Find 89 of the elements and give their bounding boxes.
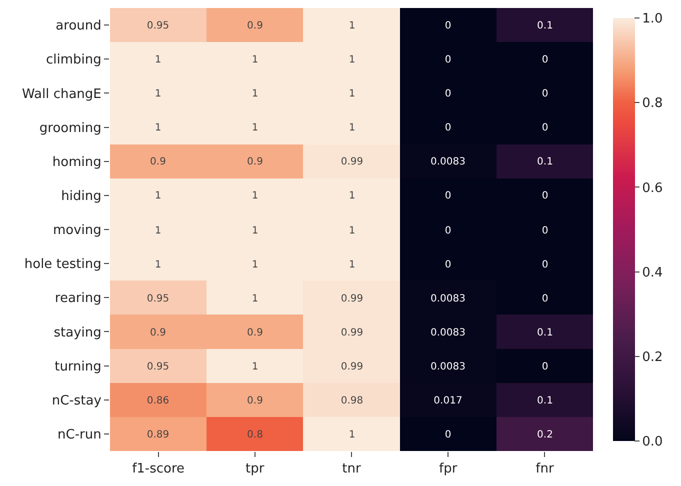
data-label: 1 <box>348 226 356 236</box>
data-label: 1 <box>252 88 258 100</box>
color-bar-label: 0.4 <box>642 265 663 280</box>
data-label: 0.0083 <box>430 294 466 304</box>
data-label: 1 <box>154 54 162 66</box>
color-bar-label: 0.2 <box>642 350 663 365</box>
data-label: 1 <box>252 54 258 66</box>
y-tick-label: homing <box>52 154 102 170</box>
y-tick-label: climbing <box>46 52 102 68</box>
data-label: 0.9 <box>150 328 166 338</box>
data-label: 0.9 <box>150 156 166 168</box>
data-label: 1 <box>348 54 356 66</box>
data-label: 0 <box>444 20 452 32</box>
data-label: 0.98 <box>340 396 364 406</box>
data-label: 0 <box>444 226 452 236</box>
y-tick-label: nC-stay <box>52 393 102 408</box>
data-label: 0.99 <box>340 156 364 168</box>
y-tick-label: hiding <box>61 188 102 204</box>
data-label: 0 <box>444 54 452 66</box>
data-label: 0 <box>444 88 452 100</box>
x-tick-label: fpr <box>439 462 458 477</box>
data-label: 0 <box>542 362 548 372</box>
y-tick-label: staying <box>54 325 102 340</box>
data-label: 1 <box>348 122 356 134</box>
y-tick-label: Wall changE <box>22 86 102 102</box>
data-label: 0.9 <box>247 156 263 168</box>
data-label: 1 <box>348 260 356 270</box>
data-label: 1 <box>252 122 258 134</box>
data-label: 0.9 <box>247 396 263 406</box>
data-label: 0.017 <box>434 396 462 406</box>
data-label: 0 <box>542 54 548 66</box>
data-label: 1 <box>348 430 356 440</box>
data-label: 0 <box>542 190 548 202</box>
data-label: 1 <box>252 260 258 270</box>
data-label: 0 <box>444 190 452 202</box>
data-label: 1 <box>252 226 258 236</box>
data-label: 0.2 <box>537 430 553 440</box>
data-label: 1 <box>348 190 356 202</box>
data-label: 0.99 <box>340 328 364 338</box>
data-label: 0.95 <box>146 362 170 372</box>
x-tick-label: f1-score <box>132 462 185 477</box>
data-label: 0.0083 <box>430 362 466 372</box>
data-label: 0.1 <box>537 396 553 406</box>
data-label: 0 <box>542 260 548 270</box>
x-tick-label: tpr <box>246 462 265 477</box>
data-label: 0.95 <box>146 20 170 32</box>
data-label: 1 <box>348 20 356 32</box>
data-label: 0 <box>542 294 548 304</box>
data-label: 0 <box>542 122 548 134</box>
x-tick-label: fnr <box>536 462 554 477</box>
color-bar-label: 1.0 <box>642 12 663 27</box>
y-tick-label: around <box>56 18 102 34</box>
y-tick-label: hole testing <box>24 257 102 272</box>
data-label: 0.95 <box>146 294 170 304</box>
data-label: 0.0083 <box>430 328 466 338</box>
data-label: 0 <box>542 88 548 100</box>
y-tick-label: rearing <box>54 291 102 306</box>
data-label: 0 <box>542 226 548 236</box>
x-tick-label: tnr <box>342 462 362 477</box>
data-label: 0.0083 <box>430 156 466 168</box>
y-tick-label: moving <box>52 223 102 238</box>
data-label: 1 <box>252 190 258 202</box>
data-label: 0 <box>444 122 452 134</box>
data-label: 1 <box>154 88 162 100</box>
data-label: 1 <box>154 190 162 202</box>
data-label: 0.86 <box>146 396 170 406</box>
data-label: 0.1 <box>537 20 553 32</box>
data-label: 0 <box>444 260 452 270</box>
data-label: 0.1 <box>537 156 553 168</box>
data-label: 0 <box>444 430 452 440</box>
data-label: 1 <box>252 294 258 304</box>
data-label: 0.8 <box>247 430 263 440</box>
data-label: 1 <box>348 88 356 100</box>
data-label: 1 <box>154 226 162 236</box>
data-label: 0.89 <box>146 430 170 440</box>
color-bar-label: 0.0 <box>642 434 663 450</box>
color-bar-label: 0.6 <box>642 180 663 196</box>
data-label: 1 <box>154 260 162 270</box>
data-label: 0.9 <box>247 20 263 32</box>
y-tick-label: nC-run <box>58 428 102 443</box>
data-label: 1 <box>154 122 162 134</box>
data-label: 0.99 <box>340 294 364 304</box>
data-label: 0.1 <box>537 328 553 338</box>
color-bar-label: 0.8 <box>642 96 663 112</box>
y-tick-label: turning <box>54 359 102 374</box>
data-label: 0.99 <box>340 362 364 372</box>
data-label: 1 <box>252 362 258 372</box>
data-label: 0.9 <box>247 328 263 338</box>
y-tick-label: grooming <box>39 120 102 136</box>
